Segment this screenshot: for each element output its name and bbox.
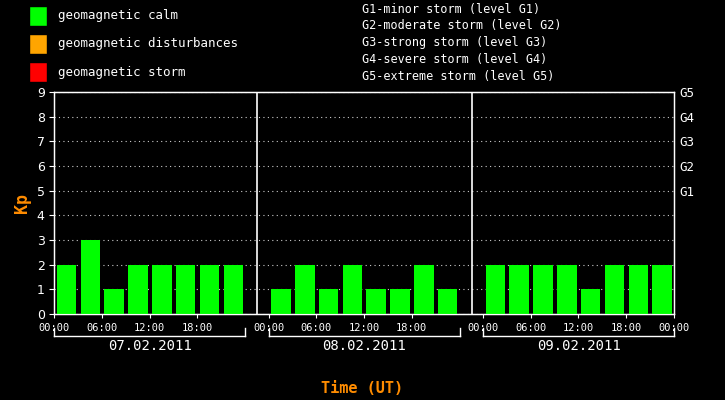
Bar bbox=[152, 265, 172, 314]
Text: G1-minor storm (level G1): G1-minor storm (level G1) bbox=[362, 3, 541, 16]
Bar bbox=[295, 265, 315, 314]
Text: 09.02.2011: 09.02.2011 bbox=[536, 339, 621, 353]
Bar bbox=[199, 265, 219, 314]
Bar bbox=[271, 289, 291, 314]
Text: G3-strong storm (level G3): G3-strong storm (level G3) bbox=[362, 36, 548, 49]
Bar bbox=[80, 240, 100, 314]
Y-axis label: Kp: Kp bbox=[13, 193, 31, 213]
Bar bbox=[414, 265, 434, 314]
FancyBboxPatch shape bbox=[29, 6, 47, 26]
Text: geomagnetic calm: geomagnetic calm bbox=[58, 9, 178, 22]
Bar bbox=[128, 265, 148, 314]
Bar bbox=[557, 265, 576, 314]
Text: G5-extreme storm (level G5): G5-extreme storm (level G5) bbox=[362, 70, 555, 82]
Bar bbox=[438, 289, 457, 314]
Bar bbox=[605, 265, 624, 314]
Bar bbox=[57, 265, 76, 314]
Bar bbox=[176, 265, 196, 314]
Bar bbox=[629, 265, 648, 314]
Bar bbox=[104, 289, 124, 314]
Bar bbox=[486, 265, 505, 314]
Text: G2-moderate storm (level G2): G2-moderate storm (level G2) bbox=[362, 19, 562, 32]
Bar bbox=[533, 265, 552, 314]
Bar bbox=[366, 289, 386, 314]
Text: Time (UT): Time (UT) bbox=[321, 381, 404, 396]
Bar bbox=[319, 289, 339, 314]
Bar bbox=[223, 265, 243, 314]
Bar bbox=[510, 265, 529, 314]
Text: G4-severe storm (level G4): G4-severe storm (level G4) bbox=[362, 53, 548, 66]
Bar bbox=[390, 289, 410, 314]
Text: geomagnetic storm: geomagnetic storm bbox=[58, 66, 186, 79]
FancyBboxPatch shape bbox=[29, 34, 47, 54]
Text: geomagnetic disturbances: geomagnetic disturbances bbox=[58, 38, 238, 50]
Bar bbox=[652, 265, 672, 314]
Bar bbox=[581, 289, 600, 314]
Text: 08.02.2011: 08.02.2011 bbox=[323, 339, 406, 353]
FancyBboxPatch shape bbox=[29, 62, 47, 82]
Text: 07.02.2011: 07.02.2011 bbox=[108, 339, 192, 353]
Bar bbox=[343, 265, 362, 314]
